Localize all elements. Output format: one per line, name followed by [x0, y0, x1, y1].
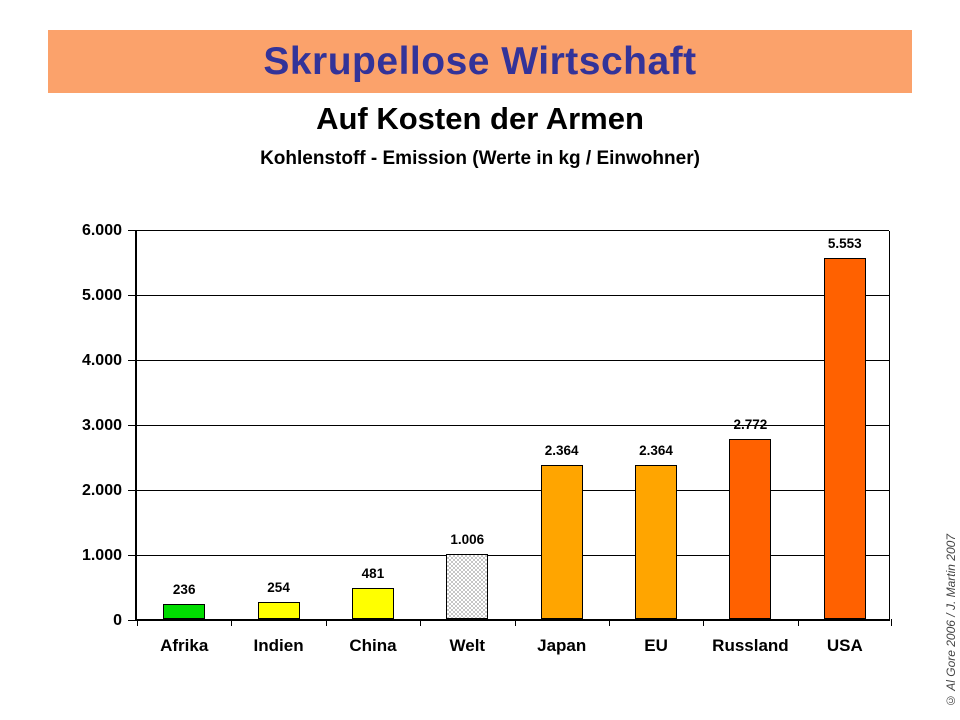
bar-chart-plot-area: 0 1.000 2.000 3.000 4.000 5.000 6.000 236 254 48… — [82, 223, 892, 655]
x-axis-category-label: EU — [644, 636, 668, 655]
y-axis-tick — [128, 555, 137, 556]
y-axis-tick-label: 6.000 — [81, 222, 122, 239]
bar-value-label: 236 — [172, 582, 196, 597]
y-axis-tick-label: 3.000 — [81, 417, 122, 434]
y-axis-tick — [128, 620, 137, 621]
gridline — [137, 490, 889, 491]
bar-value-label: 5.553 — [827, 236, 862, 251]
x-axis-tick — [797, 619, 799, 626]
bar-usa — [823, 258, 866, 619]
x-axis-category-label: Japan — [537, 636, 587, 655]
bar-eu — [635, 465, 678, 619]
y-axis-tick — [128, 360, 137, 361]
gridline — [137, 425, 889, 426]
x-axis-tick — [231, 619, 233, 626]
y-axis-tick-label: 4.000 — [81, 352, 122, 369]
x-axis-tick — [514, 619, 516, 626]
copyright-note: © Al Gore 2006 / J. Martin 2007 — [944, 534, 958, 708]
bar-value-label: 2.364 — [639, 443, 673, 458]
x-axis-category-label: Indien — [253, 636, 304, 655]
y-axis-tick-label: 2.000 — [81, 482, 122, 499]
x-axis-category-label: Afrika — [160, 636, 209, 655]
y-axis-tick — [128, 230, 137, 231]
x-axis-tick — [703, 619, 705, 626]
bar-value-label: 254 — [267, 580, 290, 595]
page-title: Skrupellose Wirtschaft — [263, 39, 697, 83]
x-axis-category-label: USA — [826, 636, 863, 655]
bar-value-label: 2.364 — [544, 443, 579, 458]
bar-welt — [446, 554, 489, 619]
x-axis-tick — [325, 619, 327, 626]
bar-value-label: 481 — [361, 566, 385, 581]
y-axis-tick — [128, 490, 137, 491]
y-axis-tick-label: 0 — [113, 612, 122, 629]
bar-indien — [257, 602, 300, 619]
x-axis-tick — [137, 619, 138, 626]
gridline — [137, 230, 889, 231]
bar-china — [351, 588, 394, 619]
y-axis-tick — [128, 295, 137, 296]
y-axis-tick-label: 5.000 — [81, 287, 122, 304]
x-axis-category-label: China — [349, 636, 397, 655]
gridline — [137, 295, 889, 296]
bar-japan — [540, 465, 583, 619]
gridline — [137, 360, 889, 361]
x-axis-tick — [420, 619, 422, 626]
y-axis-tick — [128, 425, 137, 426]
bar-value-label: 2.772 — [733, 417, 768, 432]
gridline — [137, 555, 889, 556]
bar-russland — [729, 439, 772, 619]
bar-afrika — [163, 604, 206, 619]
y-axis-tick-label: 1.000 — [81, 547, 122, 564]
title-banner: Skrupellose Wirtschaft — [48, 30, 912, 93]
chart-axis-note: Kohlenstoff - Emission (Werte in kg / Ei… — [260, 148, 700, 169]
x-axis-category-label: Welt — [449, 636, 486, 655]
x-axis-tick — [891, 619, 892, 626]
bar-value-label: 1.006 — [450, 532, 485, 547]
chart-subtitle: Auf Kosten der Armen — [316, 101, 644, 136]
x-axis-category-label: Russland — [712, 636, 789, 655]
x-axis-tick — [608, 619, 610, 626]
